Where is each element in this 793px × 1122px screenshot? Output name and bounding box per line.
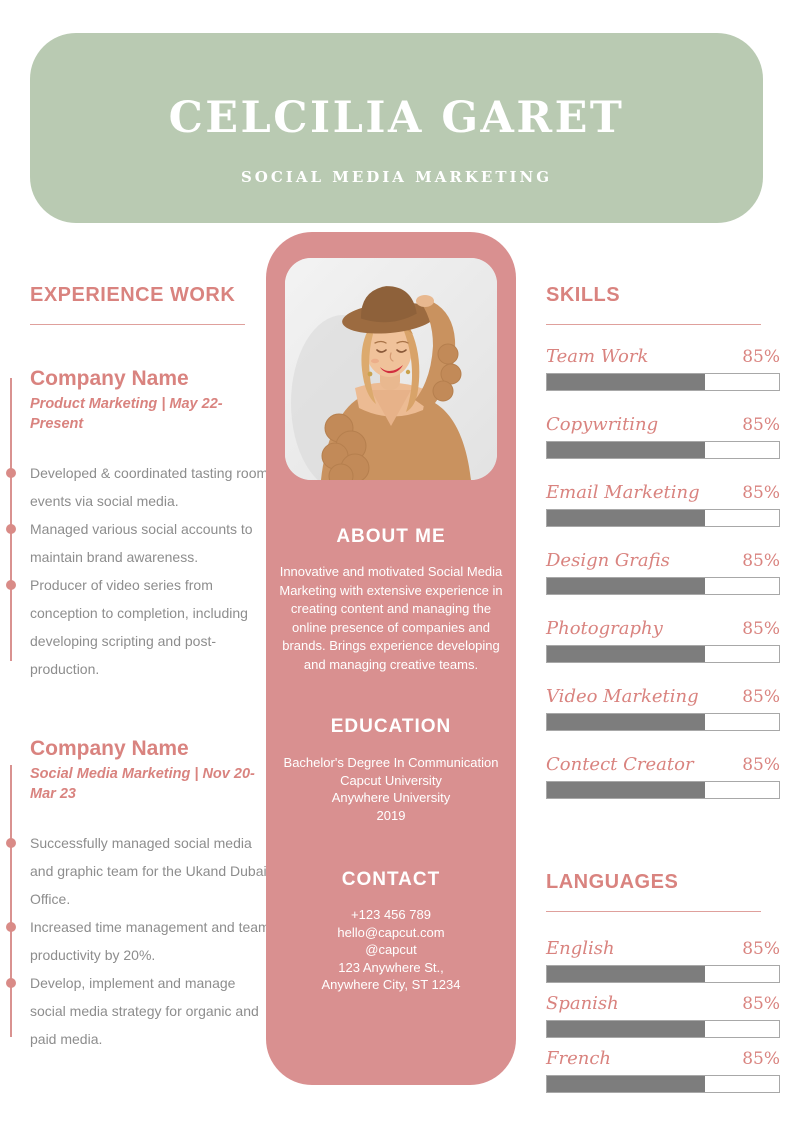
language-percent: 85% — [742, 939, 780, 959]
skill-row: Email Marketing 85% — [546, 482, 780, 527]
skill-bar — [546, 577, 780, 595]
experience-title: EXPERIENCE WORK — [30, 284, 236, 306]
language-bar — [546, 1075, 780, 1093]
experience-job-2: Company Name Social Media Marketing | No… — [6, 737, 270, 1053]
language-label: Spanish — [546, 993, 619, 1014]
language-percent: 85% — [742, 1049, 780, 1069]
job-bullet: Successfully managed social media and gr… — [6, 829, 270, 913]
education-line: Bachelor's Degree In Communication — [283, 755, 499, 770]
experience-section: EXPERIENCE WORK Company Name Product Mar… — [6, 284, 270, 1053]
contact-address-line-2: Anywhere City, ST 1234 — [321, 977, 461, 992]
language-bar-fill — [547, 966, 705, 982]
skill-percent: 85% — [742, 551, 780, 571]
timeline-line — [10, 378, 12, 661]
contact-handle: @capcut — [365, 942, 417, 957]
contact-lines: +123 456 789 hello@capcut.com @capcut 12… — [266, 906, 516, 994]
skill-bar-fill — [547, 578, 705, 594]
skills-title: SKILLS — [546, 284, 621, 306]
skill-bar — [546, 509, 780, 527]
job-bullet: Increased time management and team produ… — [6, 913, 270, 969]
skill-bar — [546, 373, 780, 391]
experience-job-1: Company Name Product Marketing | May 22-… — [6, 367, 270, 683]
job-bullet: Managed various social accounts to maint… — [6, 515, 270, 571]
company-name: Company Name — [30, 737, 189, 760]
job-bullet-list: Successfully managed social media and gr… — [6, 829, 270, 1053]
skill-percent: 85% — [742, 687, 780, 707]
company-name: Company Name — [30, 367, 189, 390]
skill-bar-fill — [547, 646, 705, 662]
portrait-photo — [285, 258, 497, 480]
education-line: 2019 — [376, 807, 406, 823]
job-bullet-list: Developed & coordinated tasting room eve… — [6, 459, 270, 683]
job-meta: Social Media Marketing | Nov 20-Mar 23 — [30, 766, 255, 802]
job-bullet: Developed & coordinated tasting room eve… — [6, 459, 270, 515]
skill-row: Photography 85% — [546, 618, 780, 663]
language-bar-fill — [547, 1021, 705, 1037]
language-bar — [546, 1020, 780, 1038]
job-meta: Product Marketing | May 22-Present — [30, 396, 223, 432]
skill-percent: 85% — [742, 619, 780, 639]
language-bar-fill — [547, 1076, 705, 1092]
skill-bar — [546, 781, 780, 799]
skill-percent: 85% — [742, 415, 780, 435]
timeline-line — [10, 765, 12, 1037]
skill-bar-fill — [547, 442, 705, 458]
job-bullet: Producer of video series from conception… — [6, 571, 270, 683]
skill-label: Video Marketing — [546, 686, 699, 707]
contact-title: CONTACT — [341, 869, 441, 890]
about-title: ABOUT ME — [336, 526, 446, 547]
education-line: Capcut University — [340, 772, 442, 788]
language-row: Spanish 85% — [546, 993, 780, 1038]
profile-card: ABOUT ME Innovative and motivated Social… — [266, 232, 516, 1085]
skill-row: Video Marketing 85% — [546, 686, 780, 731]
skill-bar — [546, 713, 780, 731]
skill-bar-fill — [547, 374, 705, 390]
skills-divider — [546, 324, 761, 325]
skill-label: Design Grafis — [546, 550, 670, 571]
skills-section: SKILLS Team Work 85% Copywriting 85% Ema… — [546, 284, 780, 1093]
education-title: EDUCATION — [330, 716, 452, 737]
skill-bar-fill — [547, 782, 705, 798]
contact-address-line-1: 123 Anywhere St., — [338, 959, 444, 975]
skill-row: Copywriting 85% — [546, 414, 780, 459]
skill-percent: 85% — [742, 483, 780, 503]
education-line: Anywhere University — [331, 790, 451, 805]
language-label: French — [546, 1048, 612, 1069]
person-role: SOCIAL MEDIA MARKETING — [240, 168, 553, 186]
skill-row: Team Work 85% — [546, 346, 780, 391]
languages-title: LANGUAGES — [546, 871, 679, 893]
languages-divider — [546, 911, 761, 912]
about-text: Innovative and motivated Social Media Ma… — [279, 564, 503, 672]
skill-row: Design Grafis 85% — [546, 550, 780, 595]
contact-phone: +123 456 789 — [351, 907, 431, 922]
skill-label: Contect Creator — [546, 754, 694, 775]
education-lines: Bachelor's Degree In Communication Capcu… — [266, 754, 516, 824]
skill-percent: 85% — [742, 347, 780, 367]
skill-label: Team Work — [546, 346, 649, 367]
experience-divider — [30, 324, 245, 325]
skill-row: Contect Creator 85% — [546, 754, 780, 799]
language-row: English 85% — [546, 938, 780, 983]
skill-label: Copywriting — [546, 414, 659, 435]
skill-label: Photography — [546, 618, 663, 639]
person-name: CELCILIA GARET — [168, 93, 625, 143]
skill-bar — [546, 645, 780, 663]
language-row: French 85% — [546, 1048, 780, 1093]
skill-bar-fill — [547, 510, 705, 526]
language-label: English — [546, 938, 615, 959]
skill-bar-fill — [547, 714, 705, 730]
job-bullet: Develop, implement and manage social med… — [6, 969, 270, 1053]
skill-label: Email Marketing — [546, 482, 700, 503]
skill-percent: 85% — [742, 755, 780, 775]
language-percent: 85% — [742, 994, 780, 1014]
skill-bar — [546, 441, 780, 459]
header-banner: CELCILIA GARET SOCIAL MEDIA MARKETING — [30, 33, 763, 223]
language-bar — [546, 965, 780, 983]
contact-email: hello@capcut.com — [337, 924, 445, 940]
